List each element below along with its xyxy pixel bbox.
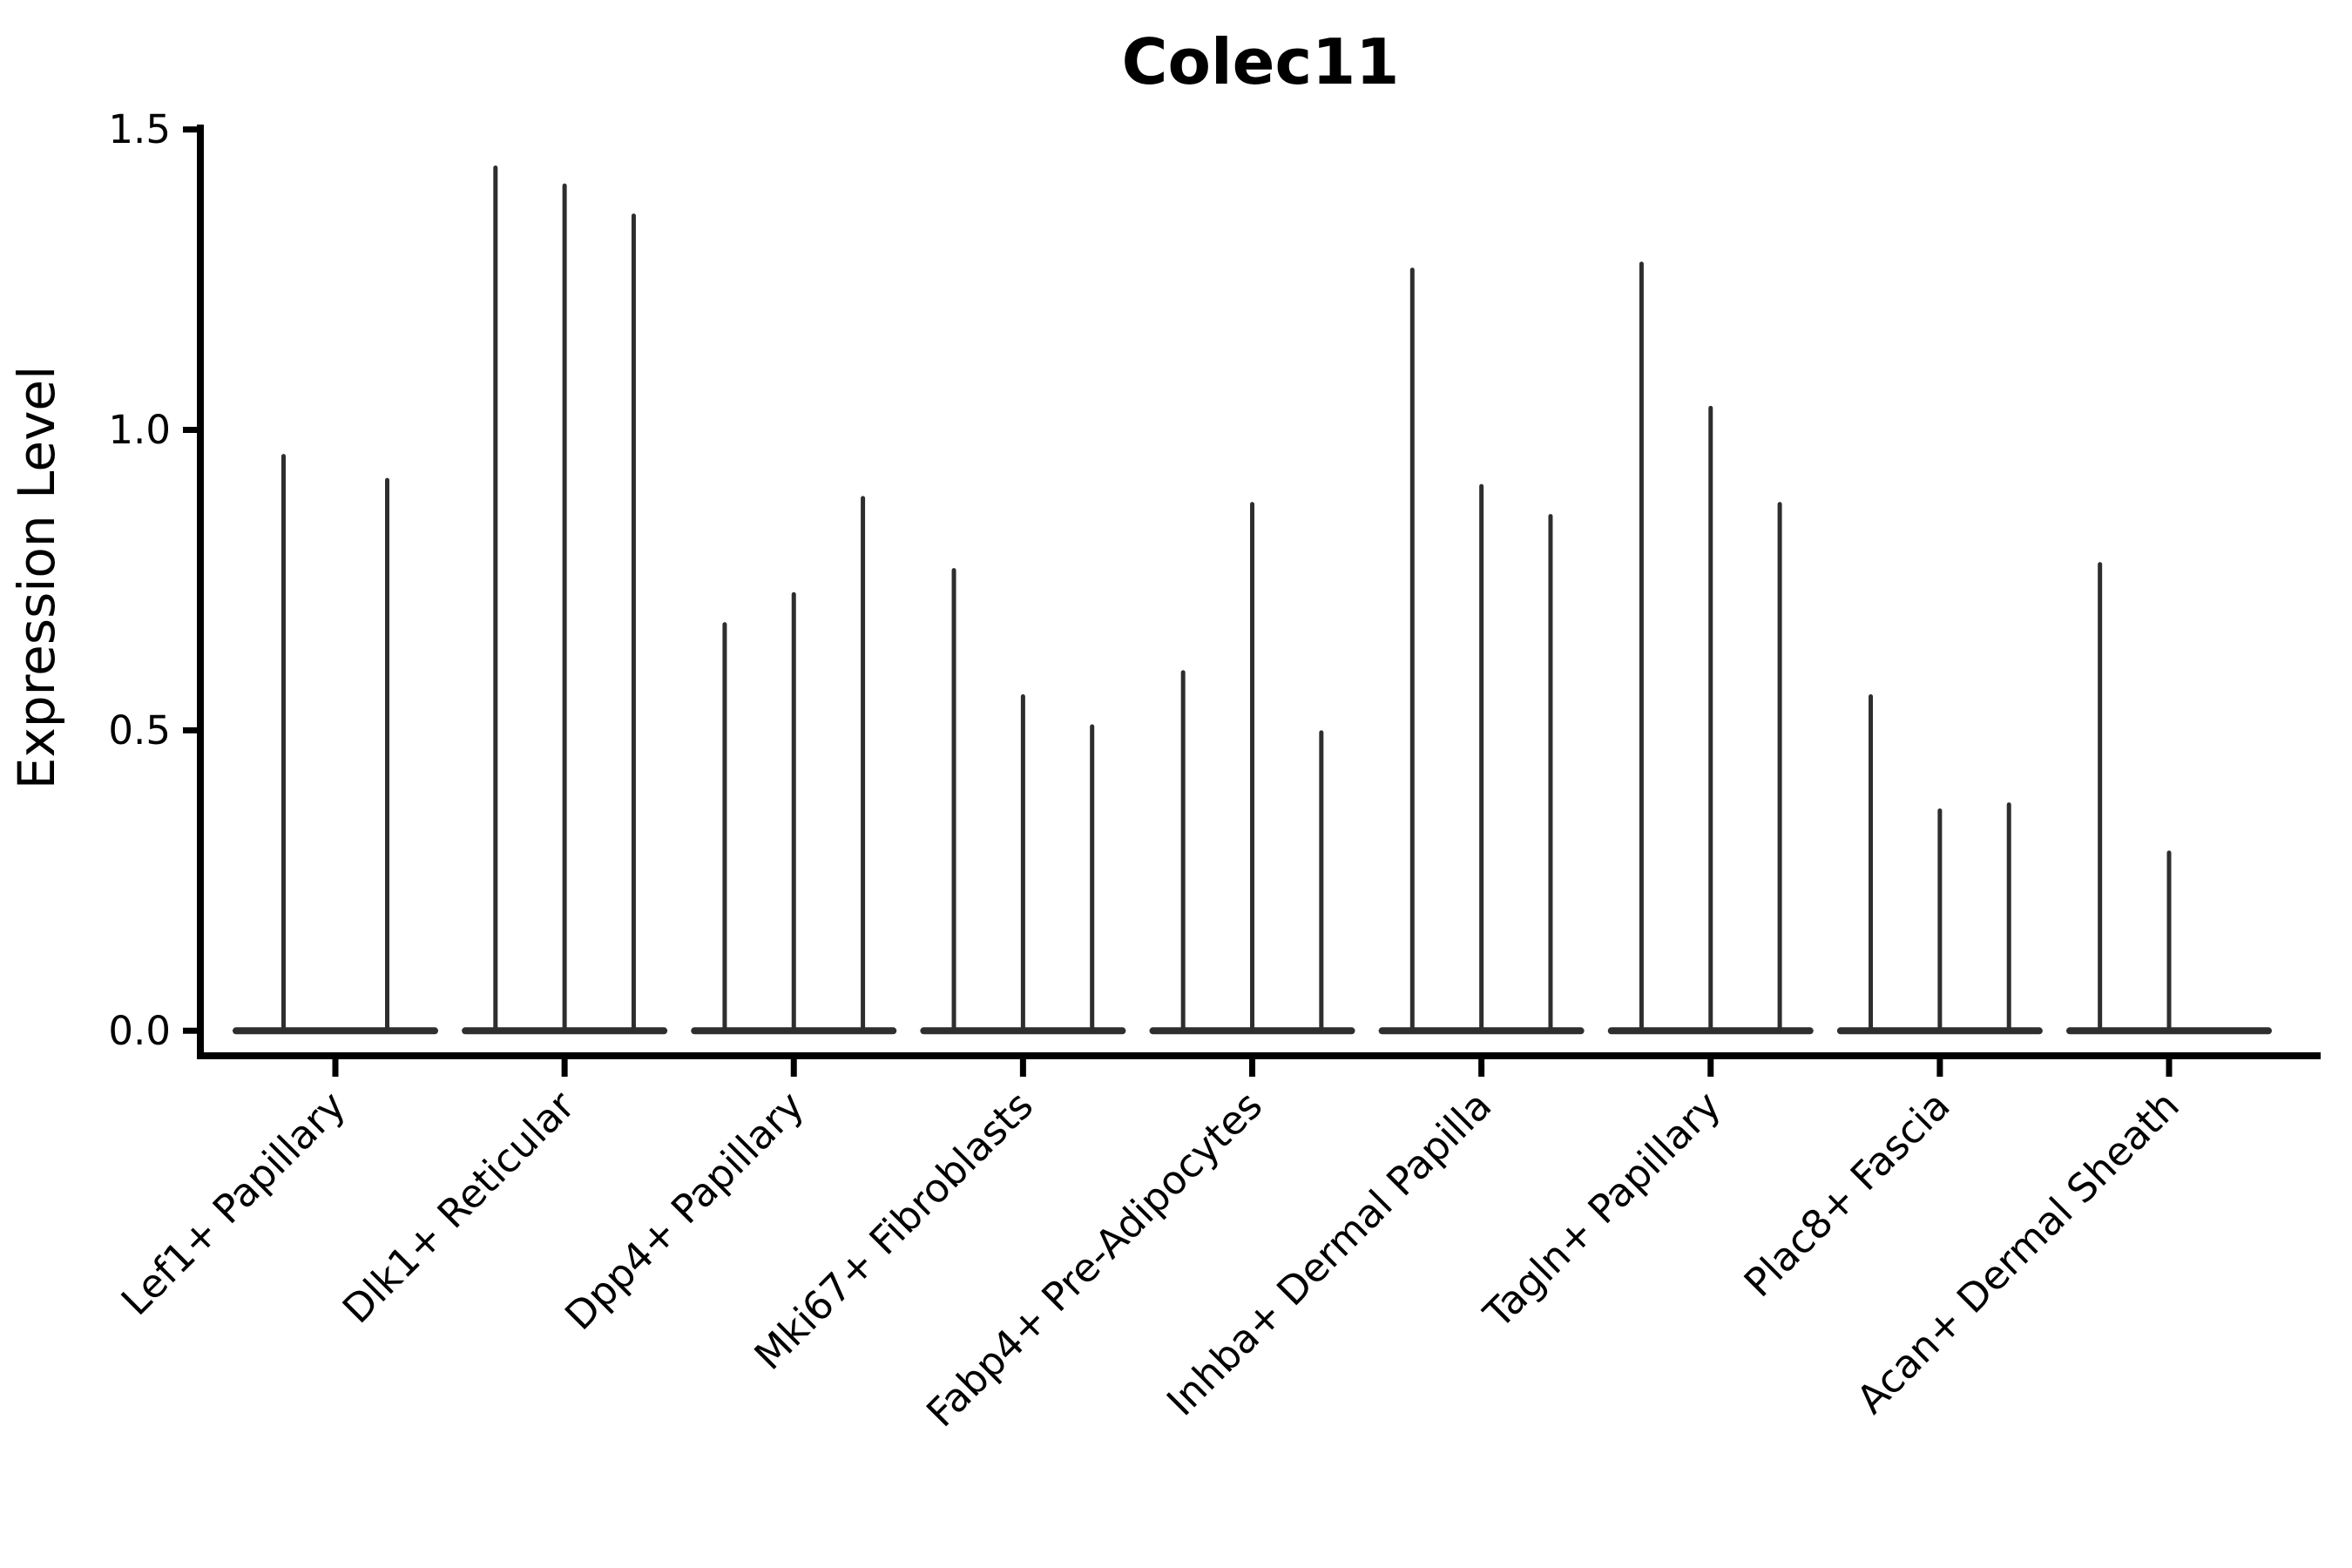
chart-title: Colec11 [1122,25,1400,98]
violin-spike [1708,405,1713,1031]
violin-spike [1020,694,1025,1031]
violin-spike [1777,502,1782,1031]
violin-spike [1090,724,1095,1031]
violin-spike [1409,267,1415,1031]
violin-spike [281,454,286,1031]
violin-spike [1548,514,1553,1031]
y-axis-label: Expression Level [7,366,66,789]
x-tick-label: Lef1+ Papillary [112,1082,355,1324]
violin-spike [1479,483,1484,1031]
y-tick-label: 0.0 [108,1008,171,1054]
violin-spike [562,183,567,1031]
violin-spike [631,213,636,1031]
violin-spike [1869,694,1874,1031]
violin-spike [2098,562,2103,1031]
violin-spike [385,477,389,1031]
violin-spike [791,591,796,1031]
y-tick-label: 1.0 [108,407,171,453]
y-tick-label: 1.5 [108,106,171,152]
violin-spike [2166,850,2172,1031]
violin-base [233,1027,438,1035]
violin-spike [1937,808,1943,1031]
violin-base [1836,1027,2043,1035]
y-tick-label: 0.5 [108,707,171,754]
violin-spike [1639,261,1644,1031]
violin-spike [861,496,866,1031]
x-tick-label: Plac8+ Fascia [1735,1082,1959,1306]
violin-base [691,1027,897,1035]
violin-spike [493,165,498,1031]
x-tick-label: Dlk1+ Reticular [334,1082,584,1332]
violin-spike [1319,730,1324,1031]
violin-spike [2006,802,2011,1031]
violin-spike [1180,670,1186,1031]
violin-spike [722,622,727,1031]
violin-spike [951,568,956,1031]
x-tick-label: Dpp4+ Papillary [556,1082,813,1339]
x-tick-label: Tagln+ Papillary [1474,1082,1729,1337]
violin-spike [1250,502,1254,1031]
